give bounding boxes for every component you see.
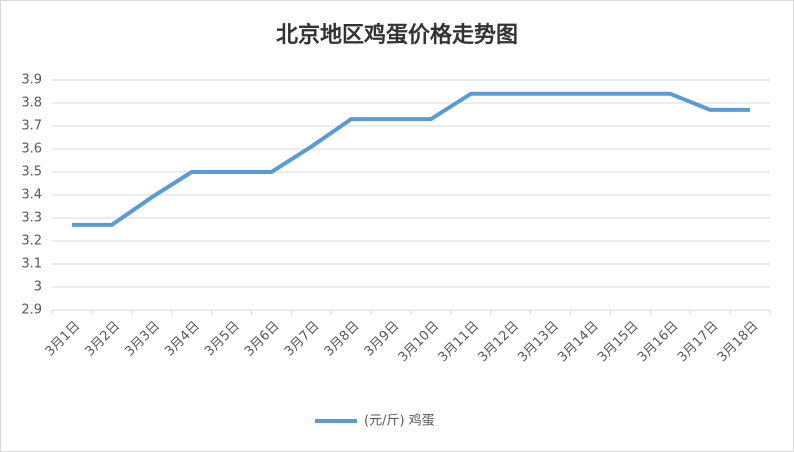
- y-tick-label: 2.9: [21, 303, 42, 318]
- y-tick-label: 3.8: [21, 96, 42, 111]
- y-tick-label: 3.5: [21, 165, 42, 180]
- legend-label: (元/斤) 鸡蛋: [364, 413, 435, 429]
- y-tick-label: 3.1: [21, 257, 42, 272]
- y-tick-label: 3.7: [21, 119, 42, 134]
- y-tick-label: 3.4: [21, 188, 42, 203]
- line: [71, 91, 751, 227]
- y-tick-label: 3.6: [21, 142, 42, 157]
- y-tick-label: 3.3: [21, 211, 42, 226]
- y-tick-label: 3.2: [21, 234, 42, 249]
- chart-title: 北京地区鸡蛋价格走势图: [276, 22, 518, 48]
- y-tick-label: 3.9: [21, 73, 42, 88]
- y-tick-label: 3: [34, 280, 42, 295]
